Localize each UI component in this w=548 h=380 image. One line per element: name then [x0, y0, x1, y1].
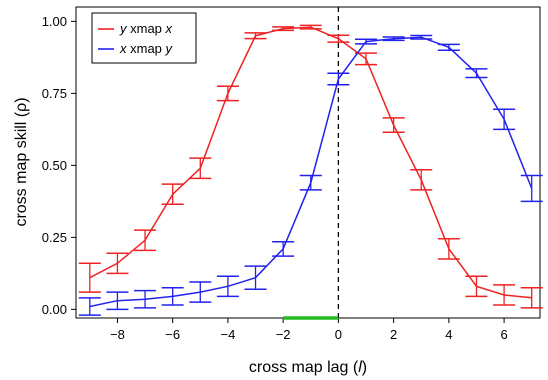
x-tick-label: 6: [500, 327, 507, 342]
legend-label-x-xmap-y: x xmap y: [119, 41, 174, 56]
error-bar: [272, 240, 295, 257]
error-bar: [327, 34, 350, 43]
error-bar: [189, 157, 212, 180]
error-bar: [355, 52, 377, 66]
error-bar: [161, 183, 184, 206]
error-bar: [299, 174, 322, 191]
axes: −8 −6 −4 −2 0 2 4 6 0.00 0.25 0.50 0.75 1.00: [42, 14, 508, 342]
y-axis-title: cross map skill (ρ): [13, 97, 30, 226]
error-bar: [244, 265, 267, 290]
error-bar: [78, 262, 101, 293]
error-bar: [244, 32, 267, 40]
error-bar: [355, 38, 377, 45]
error-bar: [106, 252, 129, 275]
y-tick-label: 0.25: [42, 230, 67, 245]
error-bar: [327, 72, 350, 86]
x-tick-label: −4: [220, 327, 235, 342]
x-tick-label: −2: [276, 327, 291, 342]
error-bar: [134, 289, 157, 309]
x-tick-label: 2: [390, 327, 397, 342]
error-bar: [272, 26, 295, 32]
error-bar: [78, 297, 101, 316]
legend-label-y-xmap-x: y xmap x: [119, 21, 173, 36]
y-tick-label: 0.00: [42, 302, 67, 317]
y-tick-label: 0.50: [42, 158, 67, 173]
x-axis-title: cross map lag (l): [249, 359, 367, 376]
error-bar: [216, 85, 239, 102]
error-bar: [410, 168, 433, 191]
error-bar: [465, 275, 488, 298]
error-bar: [520, 287, 543, 309]
data-layer: [78, 7, 543, 320]
series-y-xmap-x: [78, 24, 543, 309]
legend-box: [91, 12, 197, 64]
error-bar: [216, 275, 239, 298]
x-tick-label: −6: [165, 327, 180, 342]
error-bar: [382, 36, 405, 42]
error-bar: [106, 291, 129, 311]
error-bar: [382, 117, 405, 134]
error-bar: [465, 68, 488, 79]
series-line-x-xmap-y: [89, 36, 533, 308]
error-bar: [520, 174, 543, 203]
error-bar: [493, 108, 516, 131]
series-line-y-xmap-x: [89, 26, 532, 299]
y-tick-label: 1.00: [42, 14, 67, 29]
legend: y xmap x x xmap y: [91, 12, 197, 64]
x-tick-label: 4: [445, 327, 452, 342]
error-bar: [161, 287, 184, 306]
error-bar: [134, 229, 157, 252]
error-bar: [410, 34, 433, 40]
x-tick-label: −8: [110, 327, 125, 342]
error-bar: [299, 24, 322, 30]
error-bar: [437, 238, 460, 260]
error-bar: [493, 284, 516, 306]
error-bar: [437, 43, 460, 51]
x-tick-label: 0: [335, 327, 342, 342]
y-tick-label: 0.75: [42, 86, 67, 101]
error-bar: [189, 281, 212, 303]
series-x-xmap-y: [78, 34, 543, 316]
